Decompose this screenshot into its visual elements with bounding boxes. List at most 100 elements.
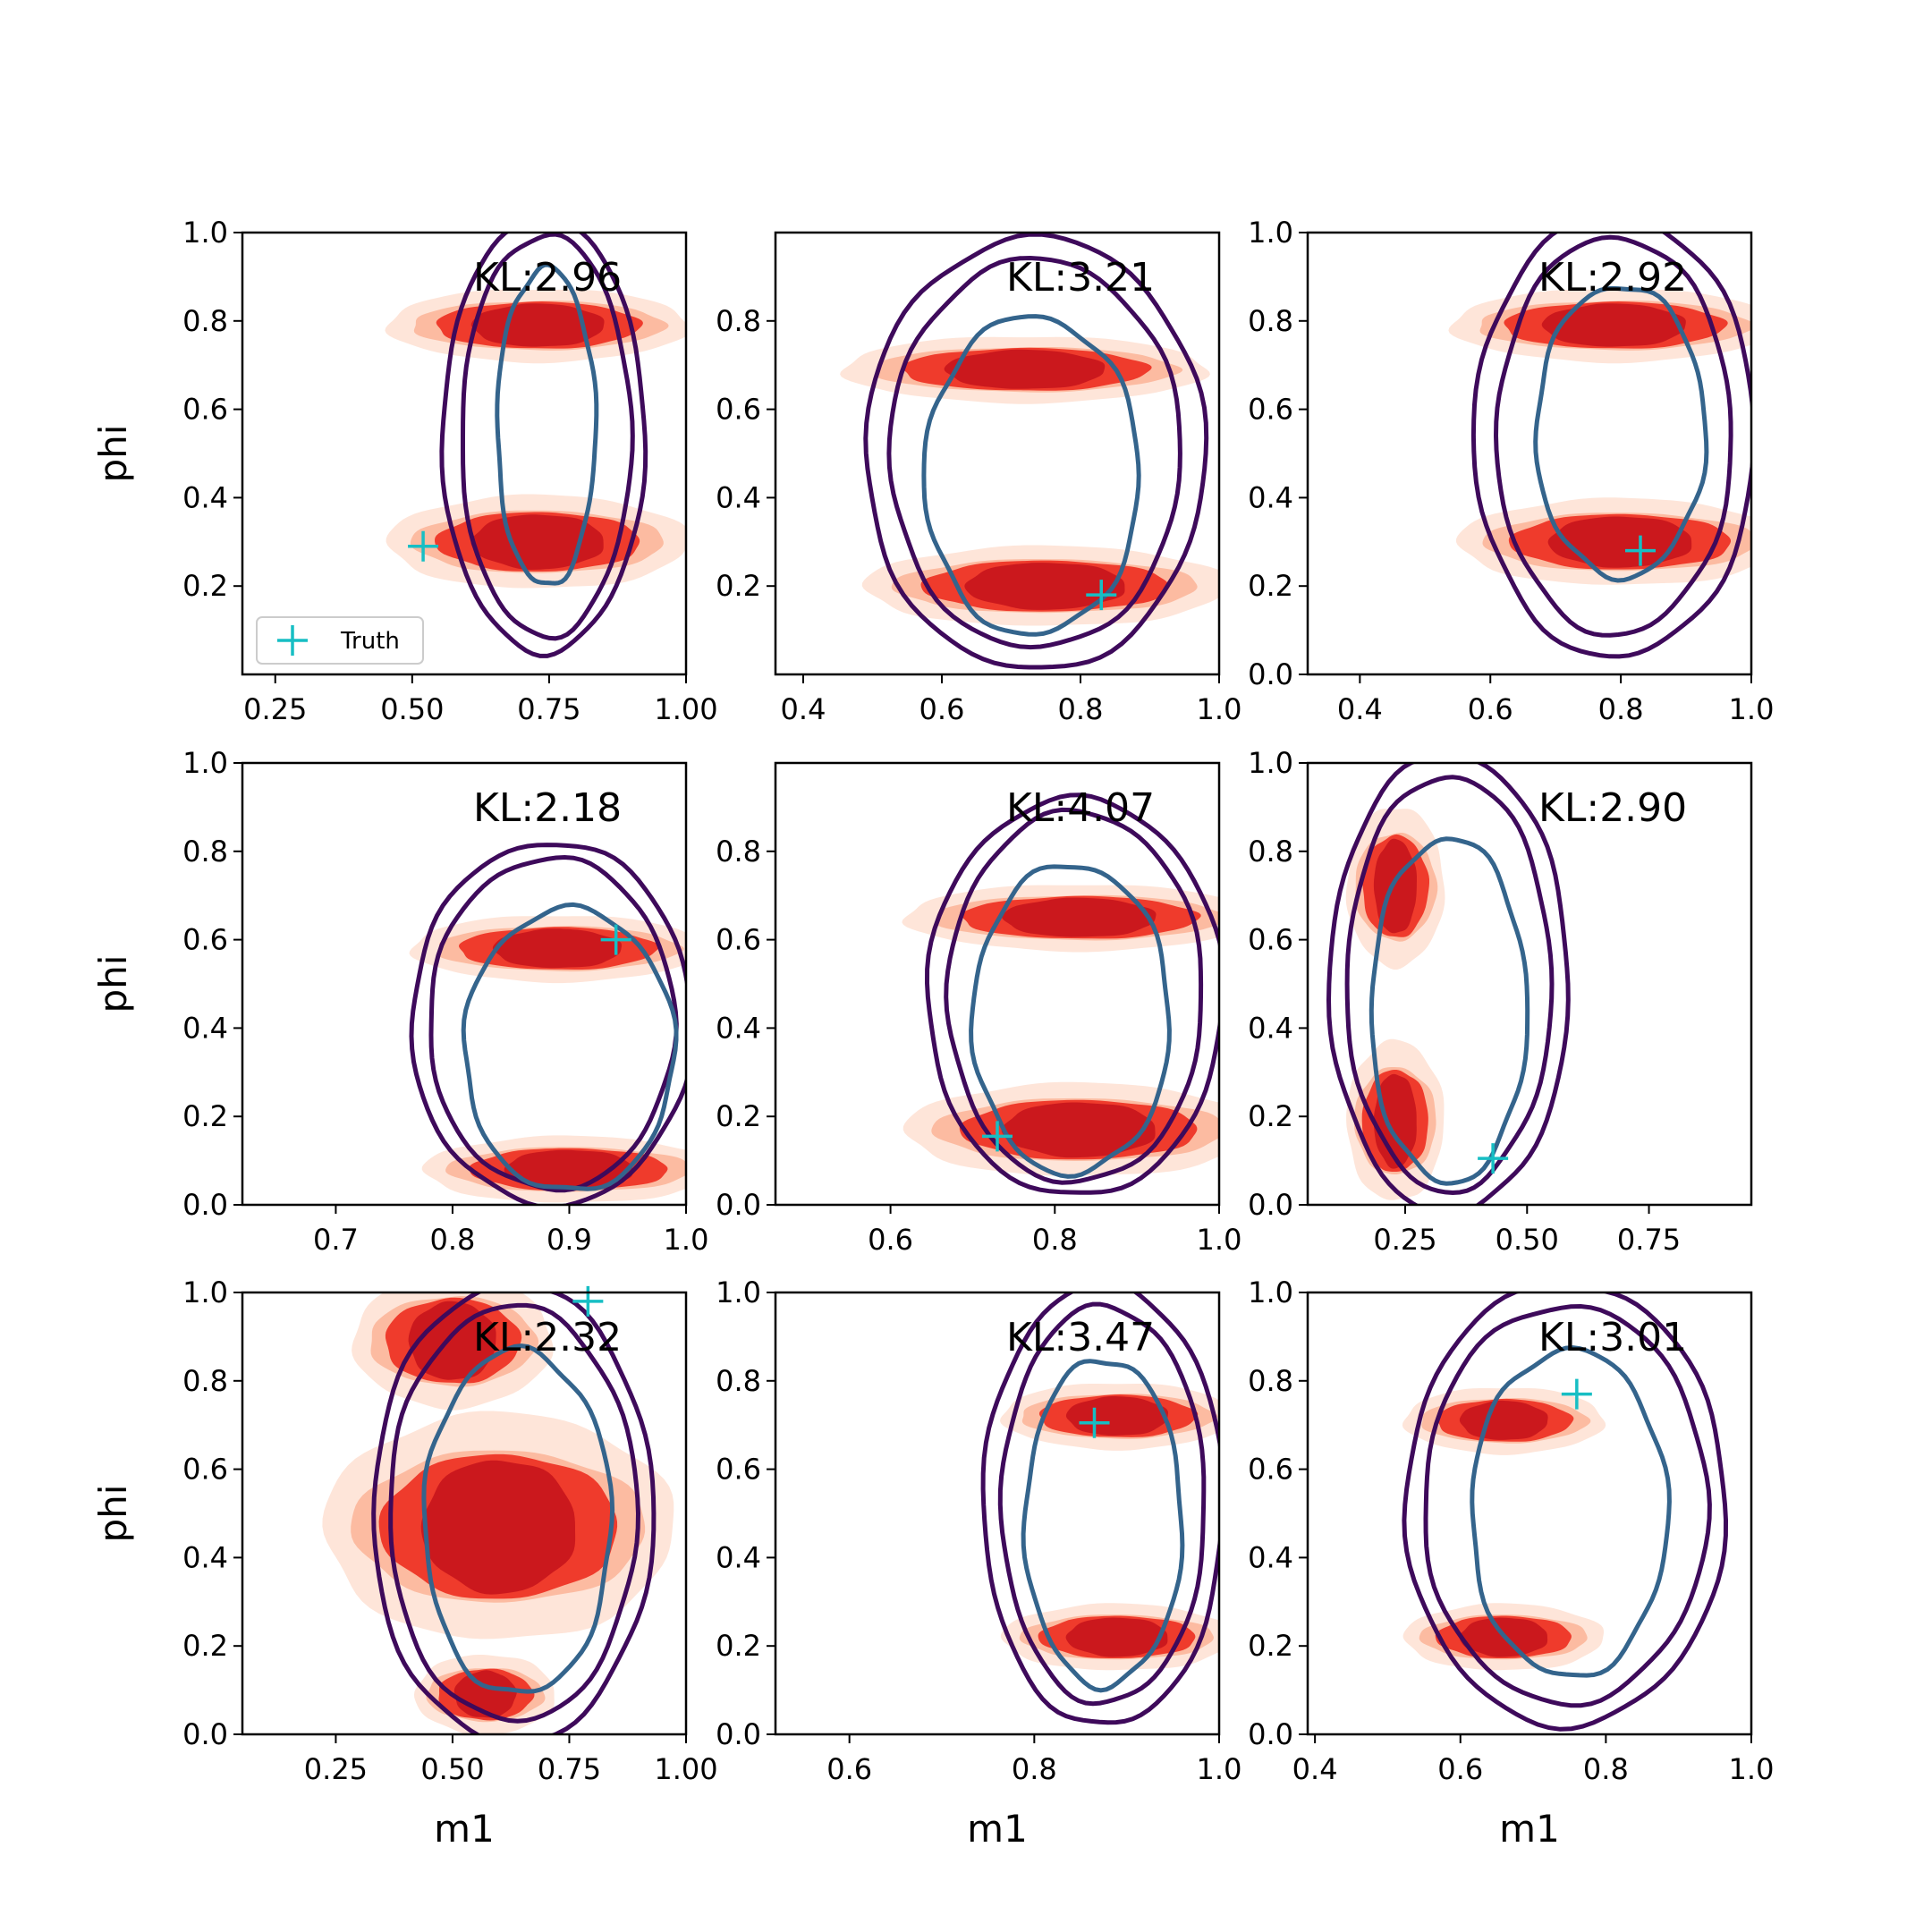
kl-label: KL:2.90 bbox=[1538, 785, 1687, 831]
x-tick-label: 0.8 bbox=[430, 1223, 476, 1257]
y-tick-label: 0.2 bbox=[182, 1629, 228, 1663]
inner-contour bbox=[421, 1343, 615, 1694]
outer-contour bbox=[886, 255, 1182, 650]
axes-frame bbox=[241, 1291, 688, 1736]
axes-frame bbox=[1306, 1291, 1753, 1736]
y-tick-label: 0.8 bbox=[1248, 835, 1293, 869]
truth-marker bbox=[1561, 1378, 1592, 1410]
outer-contour bbox=[944, 807, 1204, 1185]
panel-7: 0.25 0.50 0.75 1.00 0.0 0.2 0.4 0.6 0.8 1.0 KL:2.3… bbox=[91, 1275, 718, 1851]
plot-area bbox=[840, 233, 1219, 670]
outer-contour bbox=[388, 1302, 641, 1724]
x-tick-label: 0.75 bbox=[538, 1752, 601, 1786]
x-tick-label: 0.75 bbox=[1617, 1223, 1681, 1257]
truth-marker bbox=[572, 1285, 604, 1317]
x-tick-label: 1.0 bbox=[664, 1223, 709, 1257]
plot-area bbox=[409, 843, 686, 1205]
y-tick-label: 1.0 bbox=[182, 1275, 228, 1309]
y-tick-label: 0.6 bbox=[182, 1453, 228, 1487]
density-fill bbox=[964, 563, 1125, 610]
y-tick-label: 1.0 bbox=[182, 746, 228, 780]
kl-label: KL:3.21 bbox=[1006, 255, 1155, 301]
density-fill bbox=[1459, 1400, 1548, 1440]
x-tick-label: 0.8 bbox=[1058, 692, 1104, 726]
x-tick-label: 0.50 bbox=[420, 1752, 484, 1786]
kl-label: KL:2.32 bbox=[473, 1315, 622, 1360]
y-tick-label: 0.2 bbox=[716, 1629, 761, 1663]
y-tick-label: 0.2 bbox=[716, 569, 761, 603]
y-tick-label: 0.0 bbox=[716, 1717, 761, 1751]
x-axis-label: m1 bbox=[434, 1807, 495, 1851]
panel-1: 0.25 0.50 0.75 1.00 0.2 0.4 0.6 0.8 1.0 KL:2.96 ph… bbox=[91, 216, 718, 726]
x-tick-label: 0.75 bbox=[517, 692, 580, 726]
density-fill bbox=[470, 514, 604, 570]
x-tick-label: 0.25 bbox=[1373, 1223, 1436, 1257]
outer-contour bbox=[1402, 1292, 1729, 1732]
x-tick-label: 0.8 bbox=[1583, 1752, 1629, 1786]
x-tick-label: 0.6 bbox=[1468, 692, 1513, 726]
y-tick-label: 0.4 bbox=[716, 1540, 761, 1574]
y-tick-label: 0.4 bbox=[716, 1011, 761, 1045]
outer-contour bbox=[863, 233, 1209, 670]
panel-8: 0.6 0.8 1.0 0.0 0.2 0.4 0.6 0.8 1.0 KL:3.47 m1 bbox=[716, 1275, 1241, 1851]
legend-marker bbox=[277, 625, 308, 656]
panel-4: 0.7 0.8 0.9 1.0 0.0 0.2 0.4 0.6 0.8 1.0 KL:2.18 phi bbox=[91, 746, 709, 1257]
outer-contour bbox=[1326, 763, 1571, 1205]
plot-area bbox=[1448, 233, 1751, 659]
density-fill bbox=[420, 1460, 576, 1595]
y-tick-label: 0.8 bbox=[1248, 1364, 1293, 1398]
y-axis-label: phi bbox=[91, 1485, 135, 1543]
x-tick-label: 0.7 bbox=[313, 1223, 359, 1257]
x-tick-label: 0.6 bbox=[868, 1223, 913, 1257]
x-tick-label: 0.6 bbox=[826, 1752, 872, 1786]
y-tick-label: 0.6 bbox=[1248, 923, 1293, 957]
x-tick-label: 0.9 bbox=[547, 1223, 592, 1257]
y-tick-label: 0.6 bbox=[182, 923, 228, 957]
outer-contour bbox=[439, 233, 648, 658]
panel-5: 0.6 0.8 1.0 0.0 0.2 0.4 0.6 0.8 KL:4.07 bbox=[716, 761, 1241, 1257]
x-axis-label: m1 bbox=[967, 1807, 1028, 1851]
x-tick-label: 1.0 bbox=[1197, 692, 1242, 726]
y-tick-label: 0.8 bbox=[1248, 304, 1293, 338]
panel-2: 0.4 0.6 0.8 1.0 0.2 0.4 0.6 0.8 KL:3.21 bbox=[716, 231, 1242, 726]
y-axis-label: phi bbox=[91, 425, 135, 483]
y-tick-label: 0.6 bbox=[1248, 393, 1293, 427]
x-tick-label: 1.00 bbox=[654, 1752, 717, 1786]
y-tick-label: 0.4 bbox=[716, 480, 761, 514]
x-axis-label: m1 bbox=[1499, 1807, 1560, 1851]
x-tick-label: 0.8 bbox=[1598, 692, 1644, 726]
outer-contour bbox=[1470, 233, 1751, 659]
y-tick-label: 0.8 bbox=[716, 835, 761, 869]
kl-label: KL:2.96 bbox=[473, 255, 622, 301]
outer-contour bbox=[1344, 775, 1555, 1196]
y-tick-label: 1.0 bbox=[1248, 216, 1293, 250]
x-tick-label: 1.00 bbox=[654, 692, 717, 726]
x-tick-label: 1.0 bbox=[1729, 1752, 1775, 1786]
y-tick-label: 0.6 bbox=[182, 393, 228, 427]
x-tick-label: 0.4 bbox=[781, 692, 826, 726]
axes-frame bbox=[241, 761, 688, 1207]
axes-frame bbox=[774, 761, 1221, 1207]
x-tick-label: 1.0 bbox=[1729, 692, 1775, 726]
y-tick-label: 0.0 bbox=[1248, 657, 1293, 691]
panel-9: 0.4 0.6 0.8 1.0 0.0 0.2 0.4 0.6 0.8 1.0 KL:3.01 m1 bbox=[1248, 1275, 1774, 1851]
density-fill bbox=[1065, 1617, 1168, 1657]
inner-contour bbox=[1533, 285, 1709, 583]
truth-marker bbox=[408, 530, 439, 562]
y-tick-label: 0.4 bbox=[1248, 1011, 1293, 1045]
density-fill bbox=[492, 928, 622, 969]
y-tick-label: 0.6 bbox=[716, 1453, 761, 1487]
plot-area bbox=[322, 1292, 674, 1734]
y-tick-label: 0.0 bbox=[716, 1188, 761, 1222]
y-tick-label: 0.4 bbox=[1248, 1540, 1293, 1574]
x-tick-label: 0.50 bbox=[1496, 1223, 1559, 1257]
x-tick-label: 0.8 bbox=[1012, 1752, 1057, 1786]
plot-area bbox=[1402, 1292, 1729, 1732]
plot-area bbox=[980, 1292, 1219, 1725]
kl-label: KL:2.92 bbox=[1538, 255, 1687, 301]
truth-marker bbox=[1478, 1143, 1509, 1174]
axes-frame bbox=[774, 1291, 1221, 1736]
panel-6: 0.25 0.50 0.75 0.0 0.2 0.4 0.6 0.8 1.0 KL:2.90 bbox=[1248, 746, 1753, 1257]
inner-contour bbox=[461, 902, 679, 1191]
